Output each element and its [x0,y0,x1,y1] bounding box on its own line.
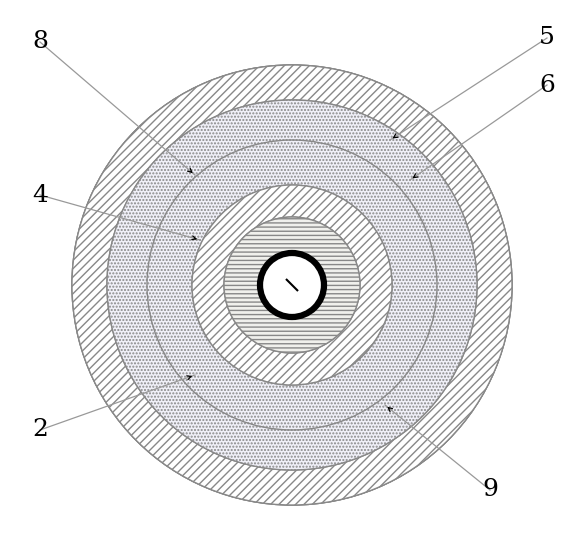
Text: 6: 6 [539,73,555,96]
Circle shape [72,65,512,505]
Text: 4: 4 [32,183,48,207]
Circle shape [260,253,324,317]
Text: 9: 9 [482,479,498,502]
Circle shape [224,217,360,353]
Circle shape [72,65,512,505]
Circle shape [107,100,477,470]
Text: 5: 5 [539,27,555,50]
Text: 8: 8 [32,30,48,53]
Text: 2: 2 [32,418,48,442]
Circle shape [192,185,392,385]
